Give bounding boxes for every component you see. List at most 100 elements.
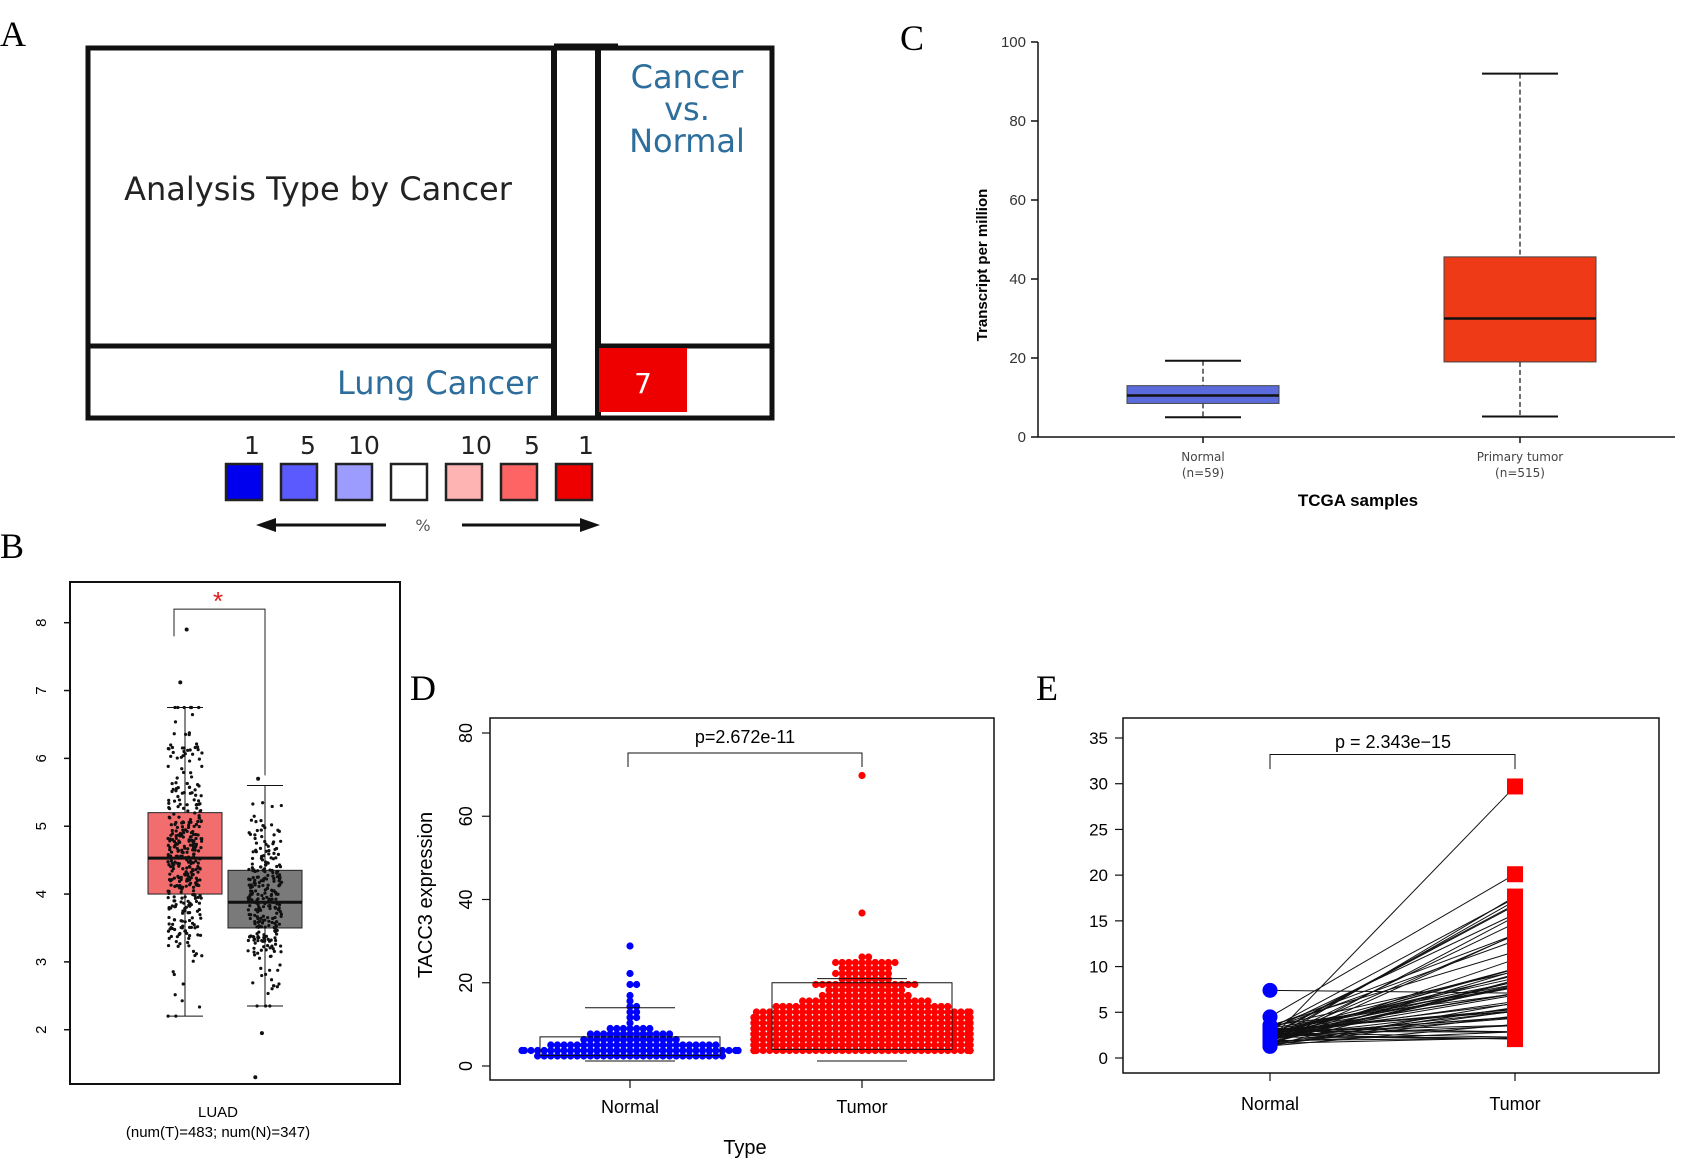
data-point [194, 899, 199, 904]
data-point [812, 980, 820, 989]
outlier-point [178, 680, 183, 685]
data-point [911, 1035, 919, 1044]
data-point [191, 843, 195, 848]
data-point [685, 1041, 694, 1049]
data-point [825, 991, 833, 1000]
data-point [633, 1008, 641, 1016]
data-point [633, 1030, 641, 1038]
data-point [884, 1013, 893, 1022]
data-point [270, 888, 274, 892]
data-point [891, 997, 899, 1005]
data-point [253, 883, 257, 887]
data-point [891, 1041, 899, 1049]
y-tick-label: 25 [1089, 820, 1108, 839]
data-point [180, 821, 184, 825]
data-point [534, 1046, 542, 1055]
paired-line [1269, 913, 1516, 1031]
data-point [567, 1041, 575, 1049]
data-point [799, 997, 807, 1005]
paired-line [1269, 958, 1516, 1044]
data-point [957, 1041, 965, 1049]
data-point [825, 1019, 833, 1027]
data-point [898, 1030, 906, 1038]
tumor-point [1507, 927, 1523, 944]
data-point [276, 852, 281, 857]
data-point [766, 1013, 774, 1022]
data-point [851, 986, 860, 994]
data-point [652, 1035, 661, 1044]
data-point [196, 747, 200, 752]
data-point [193, 953, 197, 958]
data-point [851, 1041, 860, 1049]
data-point [186, 748, 190, 752]
data-point [252, 814, 256, 818]
data-point [259, 966, 263, 970]
data-point [194, 867, 198, 872]
data-point [256, 917, 260, 921]
x-tick-label: Normal [1241, 1094, 1299, 1114]
data-point [851, 1030, 860, 1038]
data-point [626, 980, 634, 989]
data-point [779, 1035, 787, 1044]
y-tick-label: 30 [1089, 775, 1108, 794]
data-point [170, 869, 174, 873]
data-point [659, 1041, 667, 1049]
data-point [586, 1041, 595, 1049]
significance-bracket [173, 608, 266, 776]
data-point [600, 1035, 608, 1044]
data-point [845, 1035, 853, 1044]
data-point [274, 897, 278, 901]
data-point [845, 1024, 853, 1033]
data-point [832, 997, 840, 1005]
data-point [633, 980, 641, 989]
data-point [179, 890, 183, 894]
legend-label: 5 [300, 431, 316, 460]
data-point [917, 1019, 926, 1027]
data-point [274, 924, 279, 928]
data-point [178, 942, 182, 946]
data-point [891, 958, 899, 967]
data-point [911, 1013, 919, 1022]
data-point [182, 844, 186, 848]
legend-arrow-label: % [415, 516, 430, 535]
data-point [772, 1030, 780, 1038]
lung-cancer-cell[interactable] [599, 348, 687, 412]
data-point [182, 705, 186, 710]
data-point [911, 1041, 919, 1049]
data-point [613, 1035, 621, 1044]
data-point [606, 1030, 614, 1038]
data-point [167, 807, 172, 811]
data-point [166, 843, 170, 848]
legend-label: 5 [524, 431, 540, 460]
paired-line [1269, 968, 1516, 1039]
data-point [966, 1041, 974, 1049]
y-tick-label: 0 [1018, 429, 1026, 446]
data-point [200, 954, 204, 958]
data-point [170, 861, 174, 866]
data-point [792, 1013, 800, 1022]
data-point [256, 936, 260, 940]
data-point [884, 991, 893, 1000]
data-point [567, 1046, 575, 1055]
data-point [173, 927, 177, 932]
data-point [261, 918, 265, 923]
data-point [196, 925, 200, 929]
data-point [261, 854, 266, 858]
data-point [186, 911, 190, 915]
data-point [633, 1041, 641, 1049]
data-point [248, 878, 252, 882]
oncomine-table [85, 43, 775, 421]
data-point [779, 1046, 787, 1055]
data-point [944, 1002, 952, 1011]
data-point [785, 1013, 794, 1022]
data-point [268, 1004, 272, 1008]
data-point [911, 1030, 919, 1038]
data-point [858, 1002, 866, 1011]
data-point [950, 1008, 959, 1016]
data-point [187, 864, 192, 869]
data-point [186, 899, 190, 903]
data-point [950, 1024, 959, 1033]
y-axis-title: Transcript per million [974, 189, 991, 342]
data-point [171, 750, 175, 755]
data-point [871, 964, 879, 972]
